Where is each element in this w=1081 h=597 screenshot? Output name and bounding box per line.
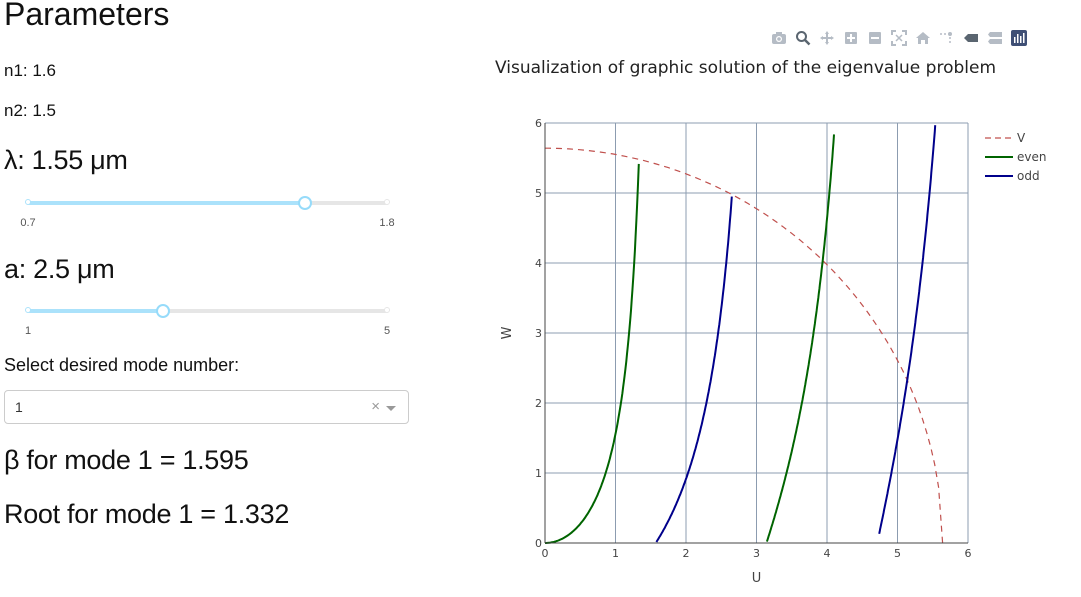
series-even-branch[interactable] xyxy=(765,134,835,542)
camera-icon[interactable] xyxy=(769,29,789,47)
mode-select-label: Select desired mode number: xyxy=(4,355,240,375)
mode-select-value: 1 xyxy=(15,399,23,415)
panel-title: Parameters xyxy=(4,0,170,32)
x-tick-label: 4 xyxy=(824,547,831,560)
root-result: Root for mode 1 = 1.332 xyxy=(4,499,290,529)
plot-area[interactable] xyxy=(545,125,944,544)
x-tick-label: 0 xyxy=(542,547,549,560)
grid-lines xyxy=(545,122,969,543)
series-even-branch[interactable] xyxy=(545,163,640,544)
lambda-max-label: 1.8 xyxy=(379,217,395,229)
a-slider-handle[interactable] xyxy=(155,304,170,318)
zoom-in-icon[interactable] xyxy=(841,29,861,47)
n2-value: n2: 1.5 xyxy=(4,101,56,120)
series-odd-branch[interactable] xyxy=(878,125,937,535)
series-odd-branch[interactable] xyxy=(655,196,733,543)
zoom-icon[interactable] xyxy=(793,29,813,47)
a-min-label: 1 xyxy=(24,325,32,337)
lambda-min-label: 0.7 xyxy=(20,217,36,229)
pan-icon[interactable] xyxy=(817,29,837,47)
lambda-slider[interactable]: 0.7 1.8 xyxy=(20,193,395,229)
y-axis-label: W xyxy=(500,326,515,339)
x-tick-label: 5 xyxy=(894,547,901,560)
plotly-logo-icon[interactable] xyxy=(1009,29,1029,47)
slider-min-dot xyxy=(25,199,31,205)
y-tick-label: 0 xyxy=(535,537,542,550)
hover-closest-icon[interactable] xyxy=(961,29,981,47)
axes: 0 1 2 3 4 5 6 0 1 2 3 4 5 6 xyxy=(535,117,972,560)
a-max-label: 5 xyxy=(383,325,391,337)
y-tick-label: 3 xyxy=(535,327,542,340)
lambda-slider-handle[interactable] xyxy=(298,196,313,210)
autoscale-icon[interactable] xyxy=(889,29,909,47)
y-tick-label: 5 xyxy=(535,187,542,200)
lambda-value: λ: 1.55 μm xyxy=(4,145,128,175)
plot-modebar xyxy=(769,29,1033,47)
y-tick-label: 4 xyxy=(535,257,542,270)
x-axis-label: U xyxy=(752,571,762,586)
chart-title: Visualization of graphic solution of the… xyxy=(495,58,997,78)
chevron-down-icon[interactable] xyxy=(386,406,396,411)
legend-label-odd[interactable]: odd xyxy=(1017,169,1040,183)
slider-max-dot xyxy=(384,199,390,205)
x-tick-label: 6 xyxy=(965,547,972,560)
clear-icon[interactable]: × xyxy=(371,398,380,415)
home-icon[interactable] xyxy=(913,29,933,47)
zoom-out-icon[interactable] xyxy=(865,29,885,47)
mode-select[interactable]: 1 × xyxy=(4,390,409,424)
slider-rail[interactable] xyxy=(28,309,387,313)
n1-value: n1: 1.6 xyxy=(4,61,56,80)
y-tick-label: 2 xyxy=(535,397,542,410)
spike-lines-icon[interactable] xyxy=(937,29,957,47)
hover-compare-icon[interactable] xyxy=(985,29,1005,47)
beta-result: β for mode 1 = 1.595 xyxy=(4,445,249,475)
slider-min-dot xyxy=(25,307,31,313)
x-tick-label: 3 xyxy=(753,547,760,560)
legend-label-V[interactable]: V xyxy=(1017,131,1026,145)
slider-max-dot xyxy=(384,307,390,313)
x-tick-label: 1 xyxy=(612,547,619,560)
a-value: a: 2.5 μm xyxy=(4,254,115,284)
x-tick-label: 2 xyxy=(683,547,690,560)
a-slider[interactable]: 1 5 xyxy=(25,301,390,337)
slider-track xyxy=(28,309,163,313)
parameters-panel: Parameters n1: 1.6 n2: 1.5 λ: 1.55 μm 0.… xyxy=(0,0,420,597)
y-tick-label: 6 xyxy=(535,117,542,130)
slider-track xyxy=(28,201,306,205)
legend-label-even[interactable]: even xyxy=(1017,150,1046,164)
y-tick-label: 1 xyxy=(535,467,542,480)
series-V[interactable] xyxy=(545,147,944,544)
